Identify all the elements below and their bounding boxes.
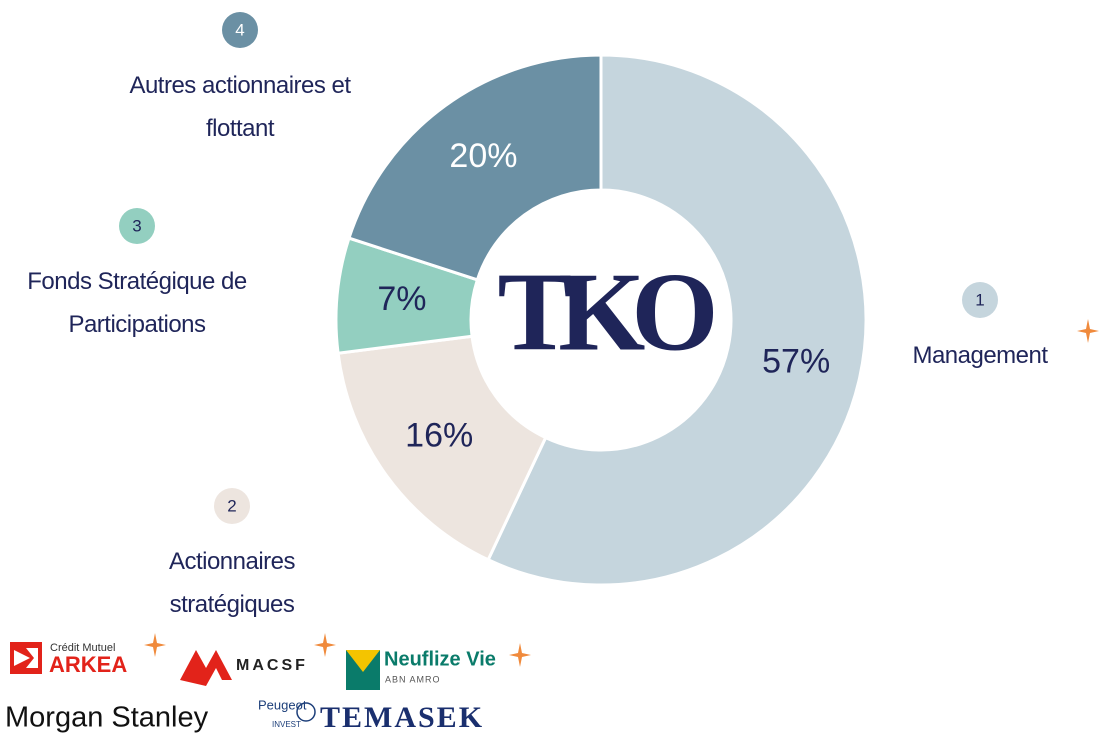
neuflize-icon-top xyxy=(346,650,380,672)
category-label: Management xyxy=(912,342,1048,369)
value-label: 7% xyxy=(377,280,426,318)
logo-macsf: MACSF xyxy=(180,650,308,686)
logo-neuflize: Neuflize Vie ABN AMRO xyxy=(346,648,496,690)
arkea-name: ARKEA xyxy=(49,652,127,677)
morgan-stanley: Morgan Stanley xyxy=(5,702,209,734)
logo-arkea: Crédit Mutuel ARKEA xyxy=(10,642,127,677)
temasek: TEMASEK xyxy=(320,701,484,734)
badge xyxy=(119,208,155,244)
badge-number: 2 xyxy=(227,496,236,515)
sparkle xyxy=(314,633,336,657)
badge xyxy=(222,12,258,48)
invest-name: INVEST xyxy=(272,720,301,729)
sparkle xyxy=(144,633,166,657)
arkea-subtitle: Crédit Mutuel xyxy=(50,642,115,654)
donut-slice xyxy=(347,53,603,282)
category-label: Autres actionnaires et flottant xyxy=(129,72,351,142)
badge-number: 4 xyxy=(235,20,244,39)
donut-slice xyxy=(336,334,548,562)
peugeot-lion xyxy=(296,702,316,722)
macsf-icon xyxy=(180,650,232,686)
category-label: Fonds Stratégique de Participations xyxy=(27,268,247,338)
sparkle xyxy=(1077,319,1099,343)
logo-peugeot: Peugeot INVEST xyxy=(258,697,316,729)
category-label: Actionnaires stratégiques xyxy=(168,548,296,618)
sparkle xyxy=(509,643,531,667)
value-label: 16% xyxy=(405,417,473,455)
badge-number: 1 xyxy=(975,290,984,309)
badge xyxy=(214,488,250,524)
badge-number: 3 xyxy=(132,216,141,235)
arkea-icon-mark xyxy=(14,648,38,668)
value-label: 20% xyxy=(449,137,517,175)
badge xyxy=(962,282,998,318)
peugeot-name: Peugeot xyxy=(258,697,307,712)
center-logo: TKO xyxy=(498,251,714,375)
sparkles xyxy=(144,319,1099,667)
donut-slice xyxy=(486,53,868,587)
value-label: 57% xyxy=(762,343,830,381)
neuflize-name: Neuflize Vie xyxy=(384,648,496,670)
macsf-name: MACSF xyxy=(236,657,308,674)
abn-name: ABN AMRO xyxy=(385,674,441,684)
